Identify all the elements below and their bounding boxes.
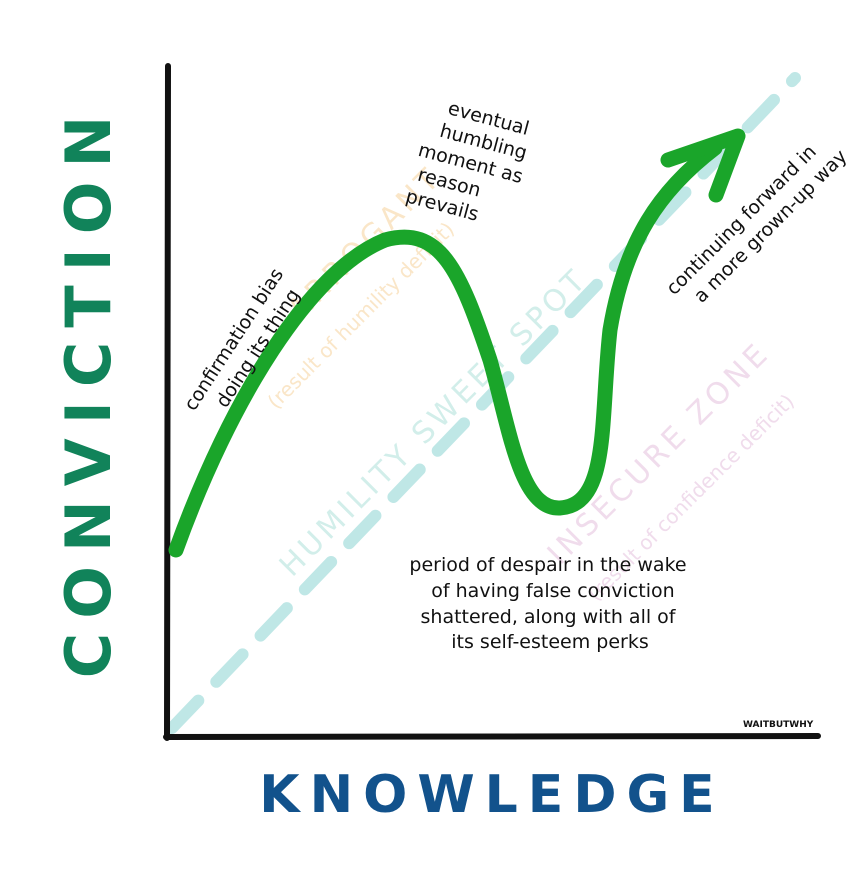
waitbutwhy-credit: WAITBUTWHY [743,720,814,730]
humility-diagonal-line [166,72,801,734]
despair-note: period of despair in the wake of having … [409,554,686,653]
despair-note-line3: shattered, along with all of [421,606,677,628]
y-axis-label: CONVICTION [52,102,125,679]
humbling-moment-note: eventual humbling moment as reason preva… [403,97,531,226]
x-axis [163,733,821,740]
despair-note-line1: period of despair in the wake [409,554,686,576]
despair-note-line2: of having false conviction [431,580,674,602]
despair-note-line4: its self-esteem perks [451,631,648,653]
conviction-curve [168,140,723,558]
y-axis [164,63,171,741]
curve-arrowhead [660,128,746,203]
x-axis-label: KNOWLEDGE [259,765,724,825]
